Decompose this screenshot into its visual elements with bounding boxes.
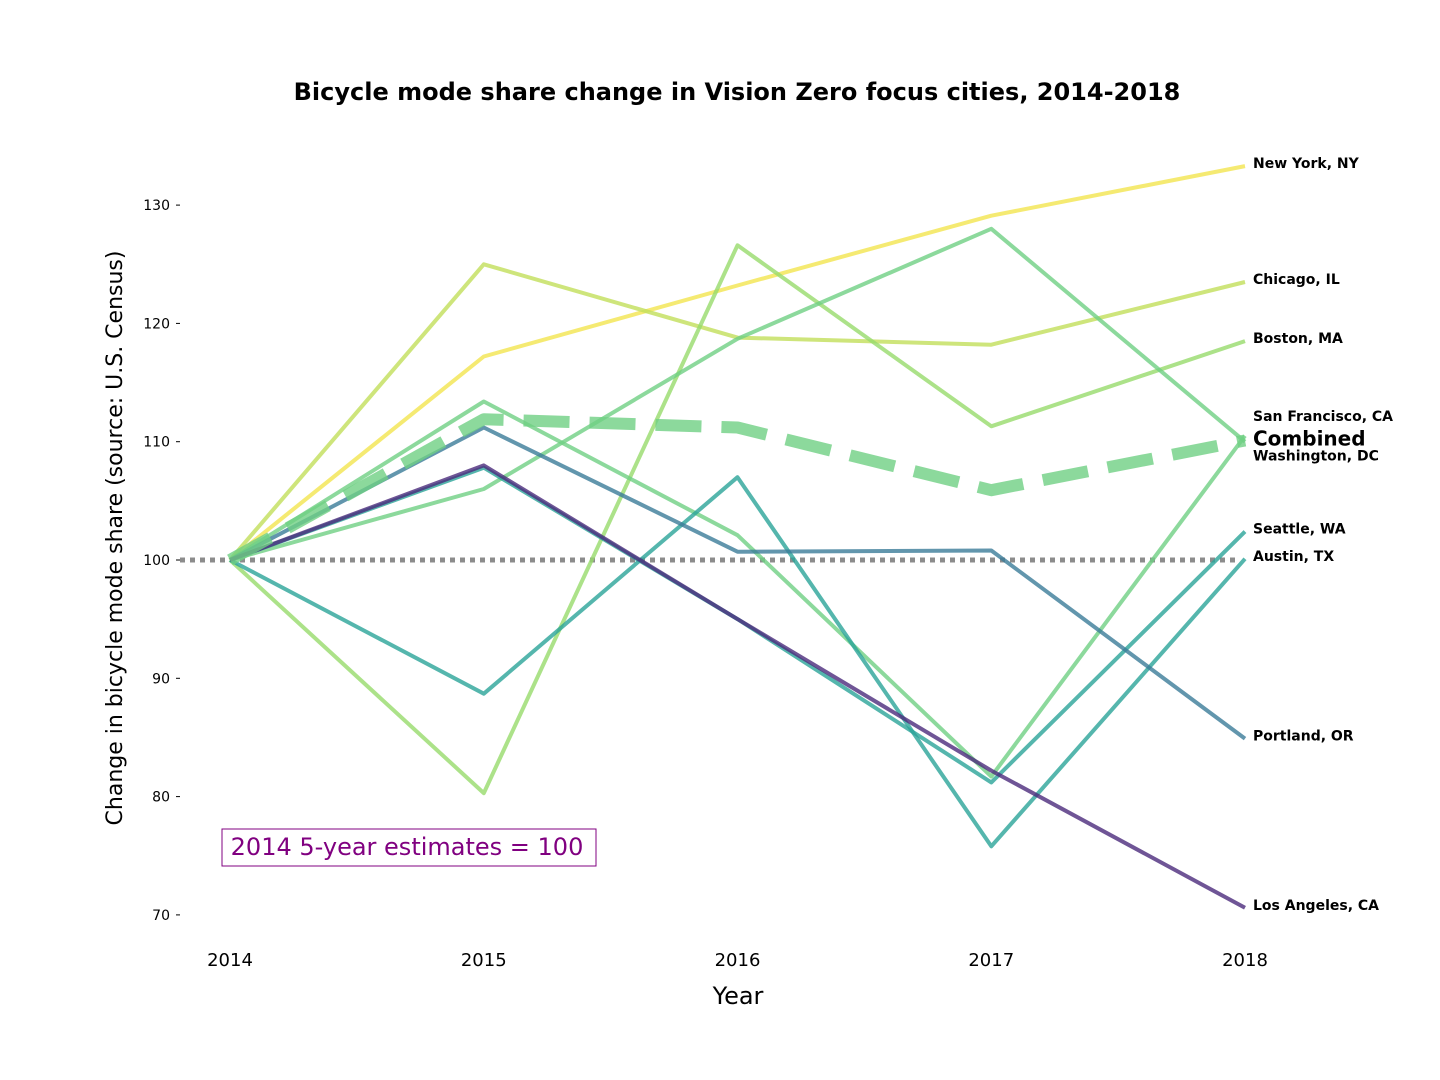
x-axis-label: Year xyxy=(712,982,764,1010)
series-label: Seattle, WA xyxy=(1253,522,1346,538)
series-label: Austin, TX xyxy=(1253,549,1334,565)
series-label: Portland, OR xyxy=(1253,729,1354,745)
series-labels: New York, NY Chicago, IL Boston, MA San Fra… xyxy=(1253,156,1393,914)
series-label: New York, NY xyxy=(1253,156,1360,172)
x-axis-ticks: 2014 2015 2016 2017 2018 xyxy=(207,950,1268,971)
series-line-austin-tx xyxy=(229,475,1247,849)
y-axis-label: Change in bicycle mode share (source: U.… xyxy=(103,251,128,826)
series-line-new-york-ny xyxy=(228,164,1246,562)
x-tick-label: 2016 xyxy=(715,950,761,971)
series-layer xyxy=(227,164,1247,910)
series-line-combined xyxy=(227,413,1247,566)
series-label: San Francisco, CA xyxy=(1253,409,1393,425)
x-tick-label: 2017 xyxy=(968,950,1014,971)
series-label: Combined xyxy=(1253,427,1366,451)
series-label: Chicago, IL xyxy=(1253,272,1340,288)
y-tick-label: 120 xyxy=(143,316,170,332)
series-line-los-angeles-ca xyxy=(229,463,1246,910)
x-tick-label: 2014 xyxy=(207,950,253,971)
series-line-boston-ma xyxy=(228,243,1246,796)
y-axis-ticks: 70 80 90 100 110 120 130 xyxy=(143,198,180,924)
y-tick-label: 80 xyxy=(152,790,170,806)
y-tick-label: 70 xyxy=(152,908,170,924)
x-tick-label: 2015 xyxy=(461,950,507,971)
series-label: Washington, DC xyxy=(1253,449,1379,465)
series-line-portland-or xyxy=(229,425,1247,741)
annotation-text: 2014 5-year estimates = 100 xyxy=(231,833,584,861)
y-tick-label: 90 xyxy=(152,671,170,687)
series-label: Los Angeles, CA xyxy=(1253,898,1379,914)
y-tick-label: 100 xyxy=(143,553,170,569)
x-tick-label: 2018 xyxy=(1222,950,1268,971)
annotation-box: 2014 5-year estimates = 100 xyxy=(221,828,597,867)
y-tick-label: 130 xyxy=(143,198,170,214)
series-line-washington-dc xyxy=(229,226,1247,562)
chart-title: Bicycle mode share change in Vision Zero… xyxy=(294,78,1181,106)
y-tick-label: 110 xyxy=(143,435,170,451)
series-label: Boston, MA xyxy=(1253,331,1343,347)
series-line-san-francisco-ca xyxy=(228,399,1247,779)
annotation-border xyxy=(221,828,597,867)
